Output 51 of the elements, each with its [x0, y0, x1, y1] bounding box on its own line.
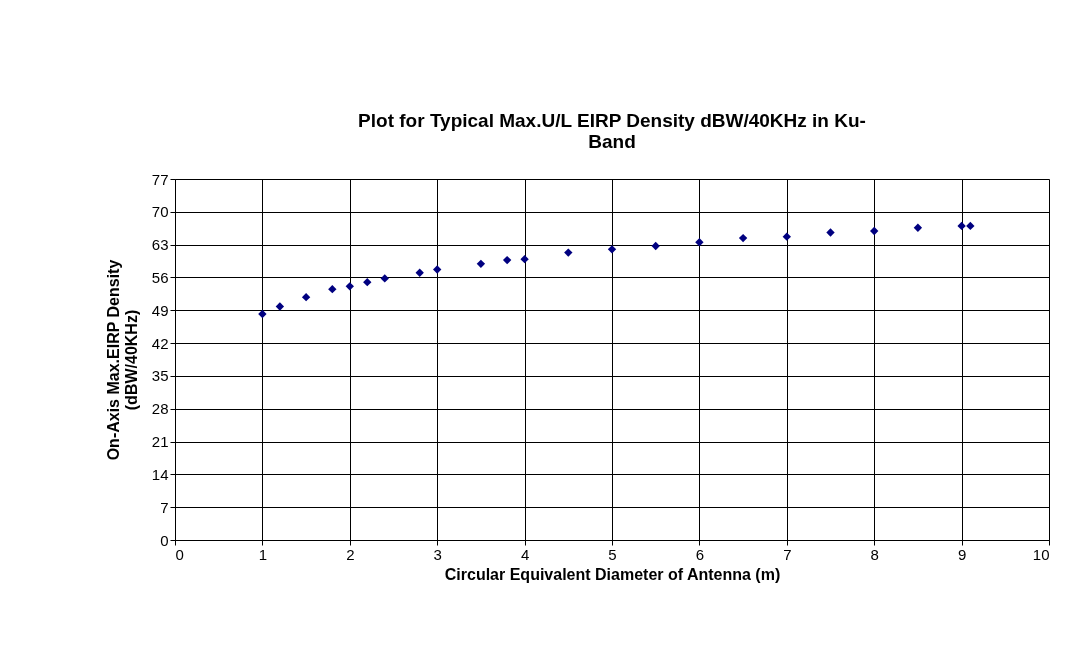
- text: Band: [588, 131, 636, 152]
- y-tick-label: 0: [160, 531, 169, 549]
- x-tick-label: 8: [870, 545, 879, 563]
- point: [695, 238, 704, 247]
- text: (dBW/40KHz): [122, 309, 140, 411]
- point: [275, 302, 285, 311]
- point: [957, 221, 966, 231]
- x-tick-label: 5: [608, 545, 617, 563]
- y-tick-label: 14: [151, 465, 169, 483]
- text: Plot for Typical Max.U/L EIRP Density dBW/40KHz in Ku-: [358, 110, 866, 131]
- point: [476, 259, 486, 269]
- point: [520, 254, 529, 264]
- point: [415, 268, 424, 277]
- x-tick-label: 0: [175, 545, 184, 563]
- point: [826, 228, 835, 237]
- y-tick-label: 70: [151, 203, 169, 221]
- y-tick-label: 28: [151, 400, 169, 418]
- point: [301, 292, 311, 302]
- y-tick-label: 63: [151, 236, 169, 254]
- text: On-Axis Max.EIRP Density: [104, 259, 122, 461]
- x-tick-label: 6: [695, 545, 705, 563]
- point: [913, 223, 923, 232]
- point: [782, 232, 791, 241]
- x-tick-label: 4: [520, 545, 530, 563]
- y-tick-label: 35: [151, 367, 169, 385]
- y-tick-label: 21: [151, 433, 169, 451]
- point: [651, 241, 660, 251]
- x-tick-label: 2: [346, 545, 355, 563]
- point: [564, 248, 573, 257]
- y-tick-label: 56: [151, 268, 169, 286]
- y-tick-label: 7: [160, 498, 169, 516]
- y-tick-label: 42: [151, 334, 169, 352]
- x-tick-label: 1: [258, 545, 268, 563]
- point: [380, 274, 389, 283]
- point: [607, 245, 617, 254]
- x-tick-label: 3: [433, 545, 442, 563]
- point: [258, 309, 267, 319]
- x-tick-label: 9: [957, 545, 967, 563]
- point: [966, 221, 975, 231]
- y-tick-label: 49: [151, 301, 169, 319]
- point: [328, 284, 337, 294]
- point: [502, 255, 512, 265]
- point: [433, 265, 442, 274]
- point: [363, 277, 372, 287]
- x-tick-label: 10: [1032, 545, 1050, 563]
- y-tick-label: 77: [151, 170, 169, 188]
- point: [870, 226, 879, 236]
- point: [345, 282, 354, 291]
- point: [738, 233, 748, 243]
- x-tick-label: 7: [783, 545, 792, 563]
- x-axis-title: Circular Equivalent Diameter of Antenna (m): [444, 565, 781, 583]
